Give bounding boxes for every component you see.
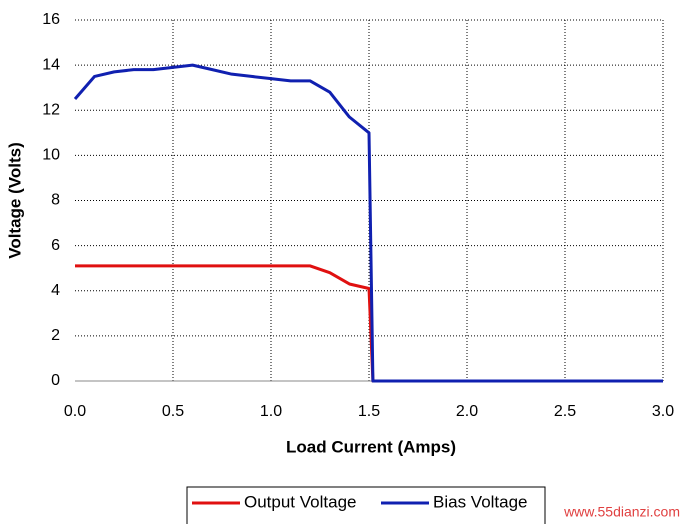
legend-label: Output Voltage	[244, 492, 356, 511]
y-tick-label: 6	[51, 237, 60, 254]
legend-label: Bias Voltage	[433, 492, 528, 511]
x-tick-label: 3.0	[652, 403, 674, 420]
x-tick-label: 2.5	[554, 403, 576, 420]
y-tick-label: 2	[51, 327, 60, 344]
x-tick-label: 1.5	[358, 403, 380, 420]
x-tick-label: 0.0	[64, 403, 86, 420]
data-line	[73, 63, 663, 383]
y-axis-label: Voltage (Volts)	[5, 142, 24, 259]
x-axis-label: Load Current (Amps)	[286, 437, 456, 456]
x-tick-label: 2.0	[456, 403, 478, 420]
y-tick-label: 4	[51, 282, 60, 299]
y-tick-label: 8	[51, 192, 60, 209]
watermark: www.55dianzi.com	[563, 504, 680, 520]
legend-box	[186, 486, 546, 524]
y-tick-label: 0	[51, 372, 60, 389]
y-tick-label: 12	[42, 101, 60, 118]
x-tick-label: 0.5	[162, 403, 184, 420]
y-tick-label: 14	[42, 56, 60, 73]
y-tick-label: 16	[42, 11, 60, 28]
y-tick-label: 10	[42, 147, 60, 164]
data-line	[75, 264, 663, 383]
x-tick-label: 1.0	[260, 403, 282, 420]
